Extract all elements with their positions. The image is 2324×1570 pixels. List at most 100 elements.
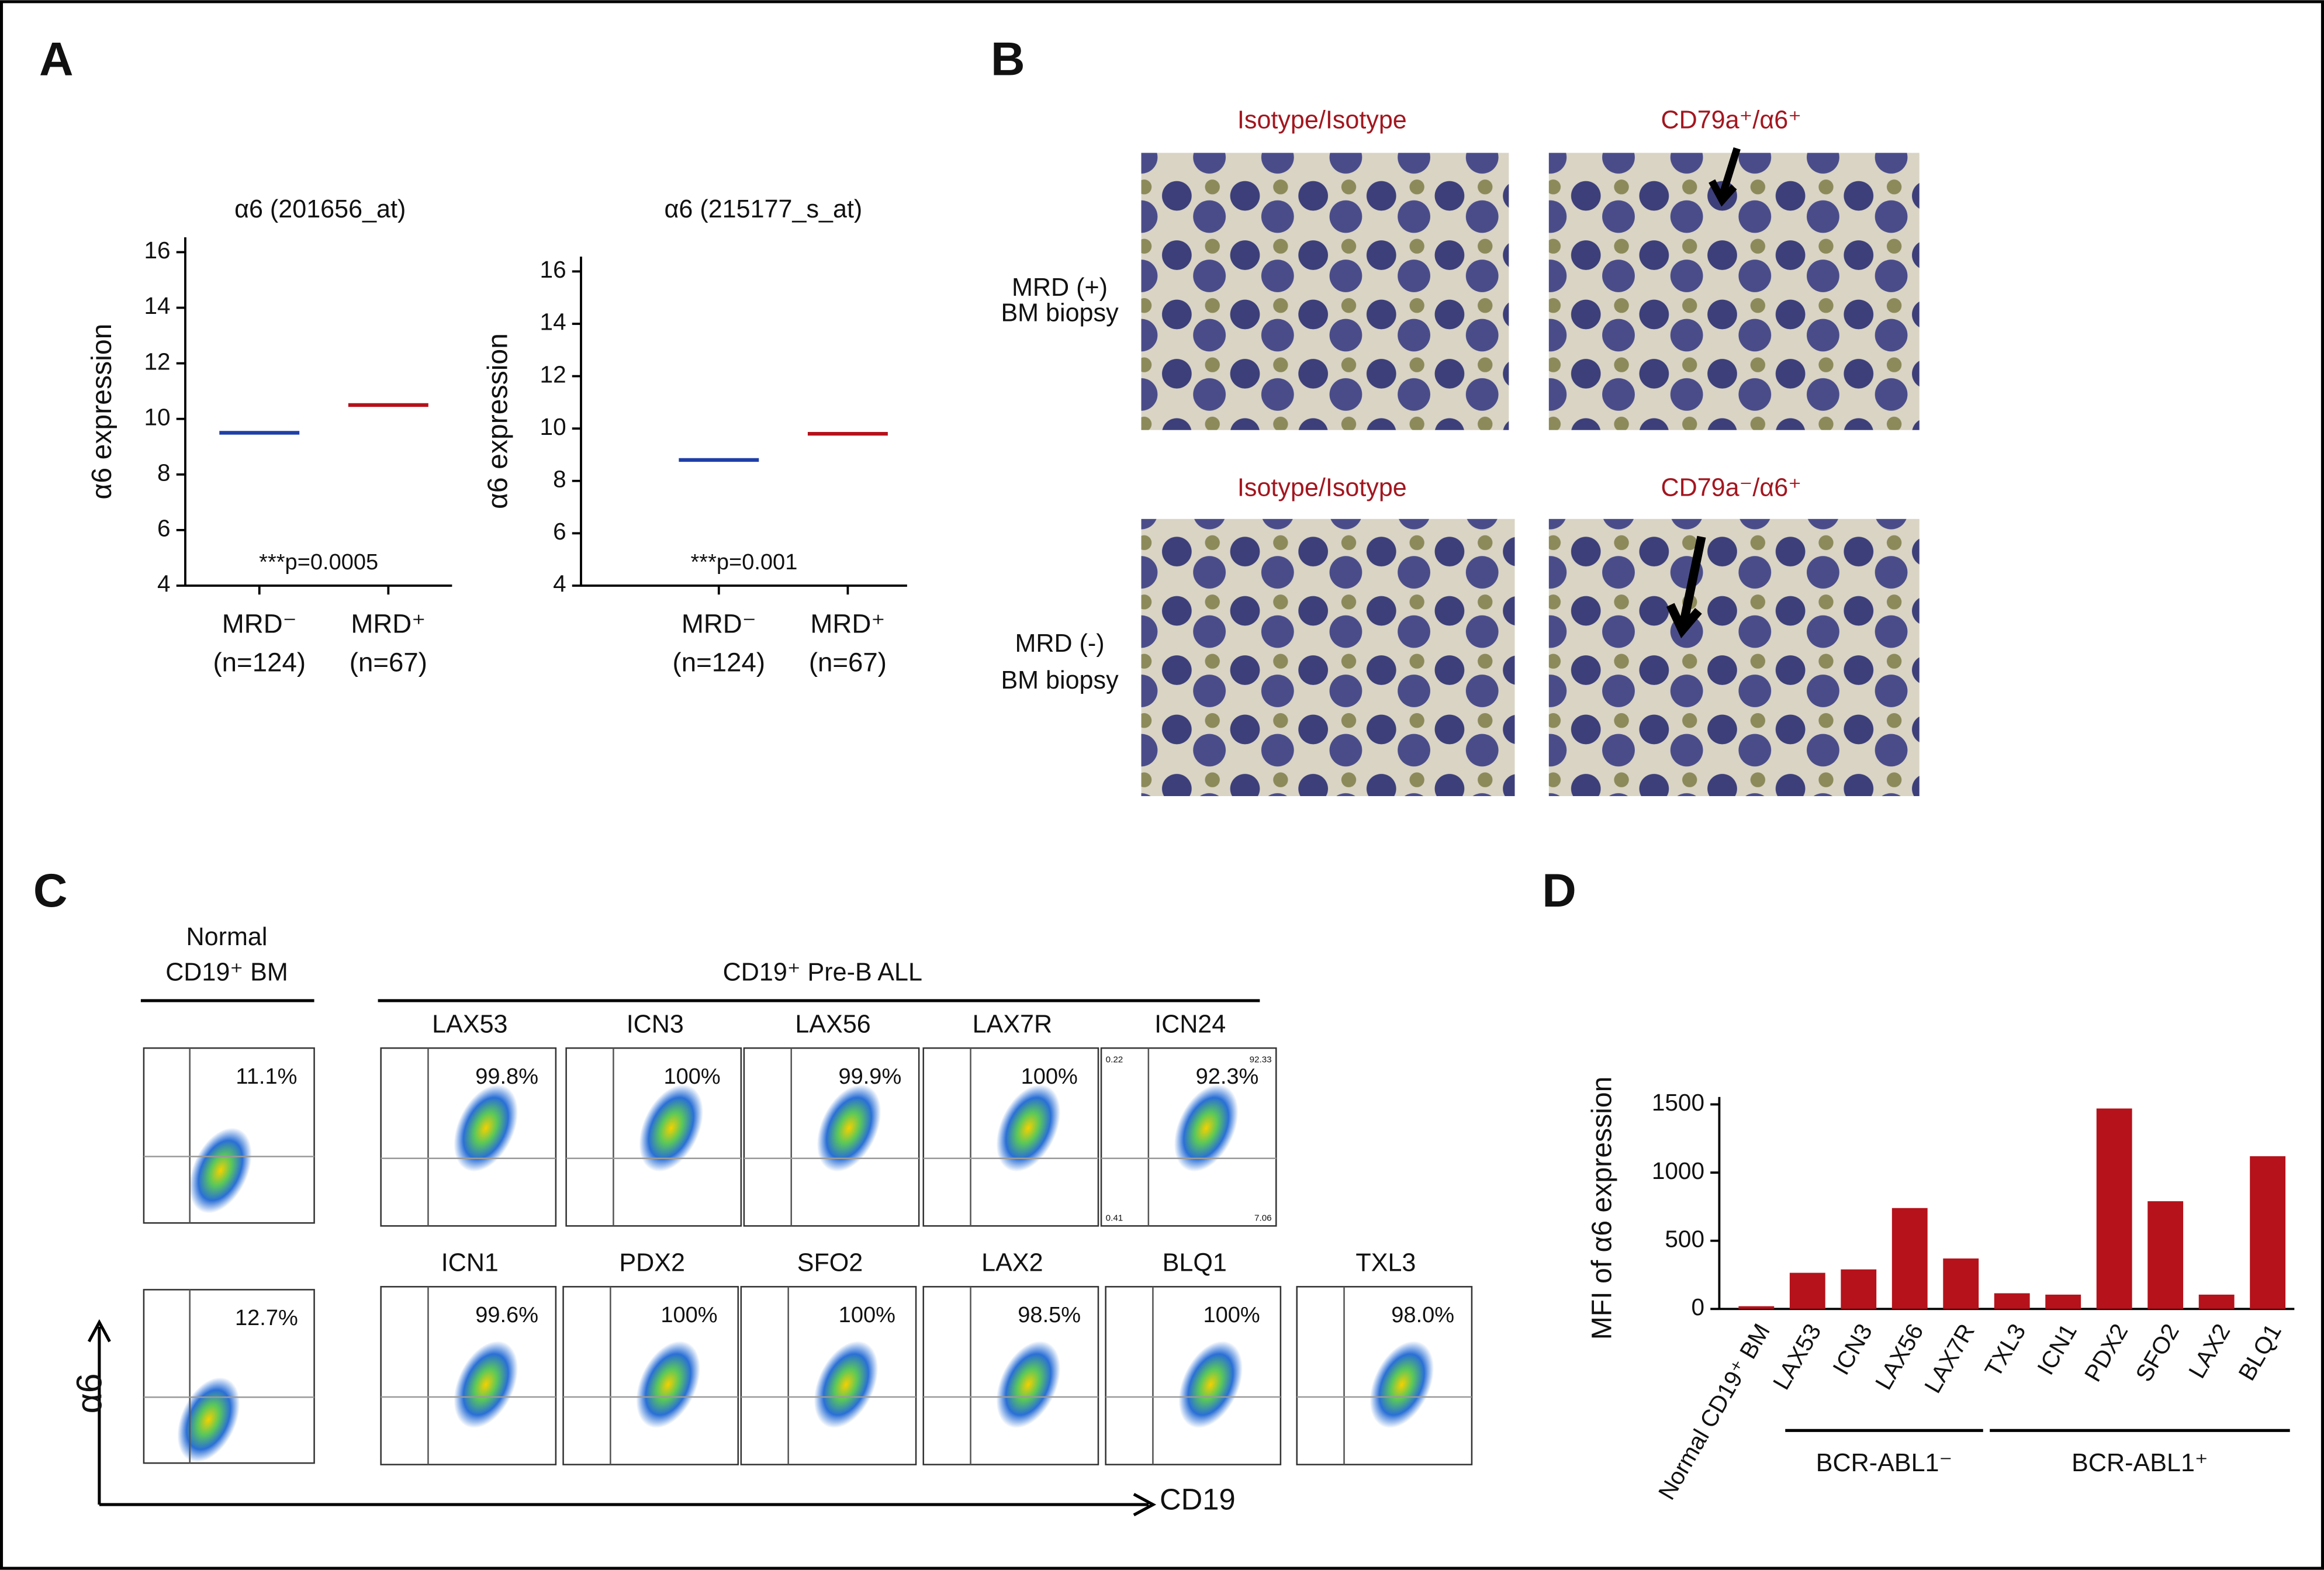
x-tick-label: BLQ1 xyxy=(2233,1319,2287,1385)
arrow xyxy=(1666,535,1706,638)
x-tick-label: LAX7R xyxy=(1919,1319,1980,1398)
percent-label: 11.1% xyxy=(236,1064,297,1089)
bar xyxy=(1841,1269,1877,1309)
percent-label: 100% xyxy=(1203,1303,1260,1327)
corner-label: 0.41 xyxy=(1106,1213,1123,1223)
y-tick-label: 6 xyxy=(157,515,171,542)
density xyxy=(1370,1341,1434,1429)
density xyxy=(996,1341,1061,1429)
y-tick-label: 16 xyxy=(144,237,170,264)
panel-letter: C xyxy=(33,864,68,917)
bar xyxy=(2147,1201,2184,1309)
row-label: MRD (+) xyxy=(1012,274,1108,302)
percent-label: 100% xyxy=(663,1064,720,1089)
chart-title: α6 (201656_at) xyxy=(234,195,406,223)
x-tick-sublabel: (n=67) xyxy=(809,647,887,677)
percent-label: 12.7% xyxy=(235,1306,298,1330)
arrow xyxy=(1709,147,1741,207)
density xyxy=(817,1084,881,1172)
x-tick-label: MRD⁻ xyxy=(222,608,297,638)
y-tick-label: 4 xyxy=(157,570,171,597)
x-tick-label: MRD⁺ xyxy=(810,608,885,638)
corner-label: 7.06 xyxy=(1254,1213,1272,1223)
column-header: Isotype/Isotype xyxy=(1237,106,1407,134)
sample-name: BLQ1 xyxy=(1163,1249,1227,1277)
x-tick-label: ICN1 xyxy=(2032,1319,2082,1379)
header: CD19⁺ BM xyxy=(165,959,288,987)
panel-letter: D xyxy=(1542,864,1576,917)
percent-label: 99.9% xyxy=(838,1064,901,1089)
y-tick-label: 1500 xyxy=(1652,1089,1704,1116)
density xyxy=(454,1084,518,1172)
x-tick-sublabel: (n=124) xyxy=(673,647,766,677)
y-tick-label: 4 xyxy=(553,570,566,597)
y-tick-label: 10 xyxy=(540,413,566,440)
percent-label: 100% xyxy=(1021,1064,1078,1089)
y-tick-label: 6 xyxy=(553,518,566,545)
y-tick-label: 14 xyxy=(540,309,566,336)
y-axis-label: MFI of α6 expression xyxy=(1586,1077,1617,1340)
header: CD19⁺ Pre-B ALL xyxy=(723,959,922,987)
group-label: BCR-ABL1⁻ xyxy=(1816,1449,1953,1477)
axis-arrow xyxy=(87,1319,1157,1517)
x-tick-label: SFO2 xyxy=(2130,1319,2184,1386)
density xyxy=(177,1377,240,1462)
corner-label: 92.33 xyxy=(1250,1054,1272,1064)
corner-label: 0.22 xyxy=(1106,1054,1123,1064)
micrograph xyxy=(1548,518,1920,797)
y-tick-label: 8 xyxy=(553,465,566,492)
micrograph xyxy=(1548,153,1920,430)
bar xyxy=(2198,1294,2235,1309)
percent-label: 100% xyxy=(839,1303,895,1327)
bar xyxy=(1994,1293,2030,1309)
bar xyxy=(1943,1258,1979,1309)
percent-label: 98.5% xyxy=(1018,1303,1081,1327)
y-tick-label: 8 xyxy=(157,459,171,486)
column-header: CD79a⁺/α6⁺ xyxy=(1661,106,1801,134)
y-tick-label: 12 xyxy=(540,361,566,388)
annotation: ***p=0.0005 xyxy=(259,550,378,575)
sample-name: ICN1 xyxy=(441,1249,499,1277)
y-tick-label: 12 xyxy=(144,348,170,375)
density xyxy=(189,1128,252,1213)
panel-letter: A xyxy=(39,33,74,85)
bar xyxy=(1891,1208,1928,1309)
density xyxy=(1178,1341,1243,1429)
density xyxy=(639,1084,703,1172)
y-axis-label: α6 expression xyxy=(86,324,117,500)
bar xyxy=(1789,1272,1825,1309)
panel-letter: B xyxy=(991,33,1025,85)
group-label: BCR-ABL1⁺ xyxy=(2071,1449,2208,1477)
x-tick-label: TXL3 xyxy=(1979,1319,2031,1382)
x-tick-label: LAX53 xyxy=(1768,1319,1827,1394)
x-tick-label: ICN3 xyxy=(1827,1319,1877,1379)
row-label: MRD (-) xyxy=(1015,630,1104,658)
density xyxy=(814,1341,879,1429)
flow-plot xyxy=(740,1286,917,1465)
bar xyxy=(2250,1156,2286,1309)
percent-label: 100% xyxy=(660,1303,717,1327)
bar xyxy=(1738,1306,1775,1309)
bar xyxy=(2096,1108,2132,1309)
x-tick-label: LAX2 xyxy=(2183,1319,2235,1383)
annotation: ***p=0.001 xyxy=(690,550,797,575)
header: Normal xyxy=(186,923,268,951)
x-axis-label: CD19 xyxy=(1160,1482,1236,1516)
row-label: BM biopsy xyxy=(1001,299,1119,327)
column-header: Isotype/Isotype xyxy=(1237,474,1407,502)
sample-name: LAX53 xyxy=(432,1010,507,1038)
y-axis-label: α6 xyxy=(69,1373,109,1413)
y-tick-label: 1000 xyxy=(1652,1157,1704,1184)
density xyxy=(454,1341,518,1429)
x-tick-label: MRD⁺ xyxy=(351,608,426,638)
sample-name: LAX56 xyxy=(795,1010,870,1038)
column-header: CD79a⁻/α6⁺ xyxy=(1661,474,1801,502)
x-tick-label: PDX2 xyxy=(2079,1319,2133,1386)
micrograph xyxy=(1141,153,1509,430)
y-tick-label: 14 xyxy=(144,292,170,319)
percent-label: 99.8% xyxy=(475,1064,538,1089)
y-tick-label: 0 xyxy=(1692,1294,1705,1320)
sample-name: TXL3 xyxy=(1355,1249,1416,1277)
percent-label: 92.3% xyxy=(1196,1064,1259,1089)
